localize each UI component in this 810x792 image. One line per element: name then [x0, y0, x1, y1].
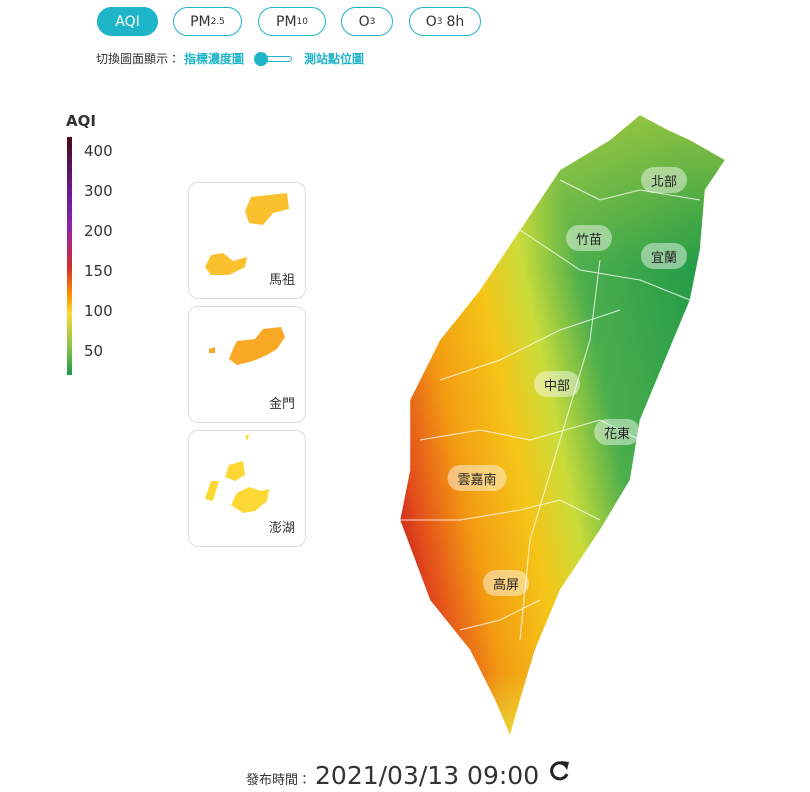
tab[interactable]: AQI — [97, 7, 158, 36]
region-label[interactable]: 高屏 — [482, 570, 530, 596]
region-label[interactable]: 宜蘭 — [640, 243, 688, 269]
publish-time: 2021/03/13 09:00 — [315, 761, 540, 790]
legend-tick: 100 — [84, 302, 113, 320]
inset-map — [209, 327, 285, 365]
legend-colorbar — [67, 137, 72, 375]
tab[interactable]: PM 2.5 — [173, 7, 242, 36]
tab[interactable]: O 3 8h — [409, 7, 481, 36]
tab-label: AQI — [115, 13, 140, 30]
tab-label: PM — [190, 13, 211, 30]
legend-tick: 150 — [84, 262, 113, 280]
tab-sub: 3 — [369, 16, 376, 27]
inset-label: 金門 — [268, 397, 295, 412]
inset[interactable]: 金門 — [188, 306, 306, 423]
toggle-row: 切換圖面顯示： 指標濃度圖 測站點位圖 — [96, 50, 364, 67]
legend-title: AQI — [66, 112, 96, 130]
legend-tick: 400 — [84, 142, 113, 160]
refresh-icon[interactable] — [547, 758, 573, 784]
tab-label: O — [425, 13, 437, 30]
inset[interactable]: 馬祖 — [188, 182, 306, 299]
inset-label: 澎湖 — [268, 521, 295, 536]
region-label[interactable]: 北部 — [640, 167, 688, 193]
tab-sub: 3 — [436, 16, 443, 27]
region-label[interactable]: 雲嘉南 — [447, 465, 507, 491]
toggle-right[interactable]: 測站點位圖 — [304, 52, 365, 66]
toggle-left[interactable]: 指標濃度圖 — [184, 52, 245, 66]
region-label[interactable]: 竹苗 — [565, 225, 613, 251]
tab-sub: 2.5 — [210, 16, 225, 27]
region-label[interactable]: 中部 — [533, 371, 581, 397]
footer-label: 發布時間： — [246, 773, 312, 788]
legend-tick: 50 — [84, 342, 104, 360]
legend-tick: 200 — [84, 222, 113, 240]
toggle-switch[interactable] — [254, 51, 294, 66]
inset-map — [205, 435, 269, 513]
tab-label: PM — [276, 13, 297, 30]
region-label[interactable]: 花東 — [593, 419, 641, 445]
inset[interactable]: 澎湖 — [188, 430, 306, 547]
toggle-prompt: 切換圖面顯示： — [96, 52, 181, 66]
tab-label: O — [358, 13, 370, 30]
tab[interactable]: PM 10 — [258, 7, 326, 36]
legend-tick: 300 — [84, 182, 113, 200]
inset-label: 馬祖 — [268, 273, 295, 288]
footer: 發布時間： 2021/03/13 09:00 — [246, 758, 573, 790]
inset-map — [205, 193, 289, 275]
tab-suffix: 8h — [446, 13, 465, 30]
tab-sub: 10 — [296, 16, 308, 27]
